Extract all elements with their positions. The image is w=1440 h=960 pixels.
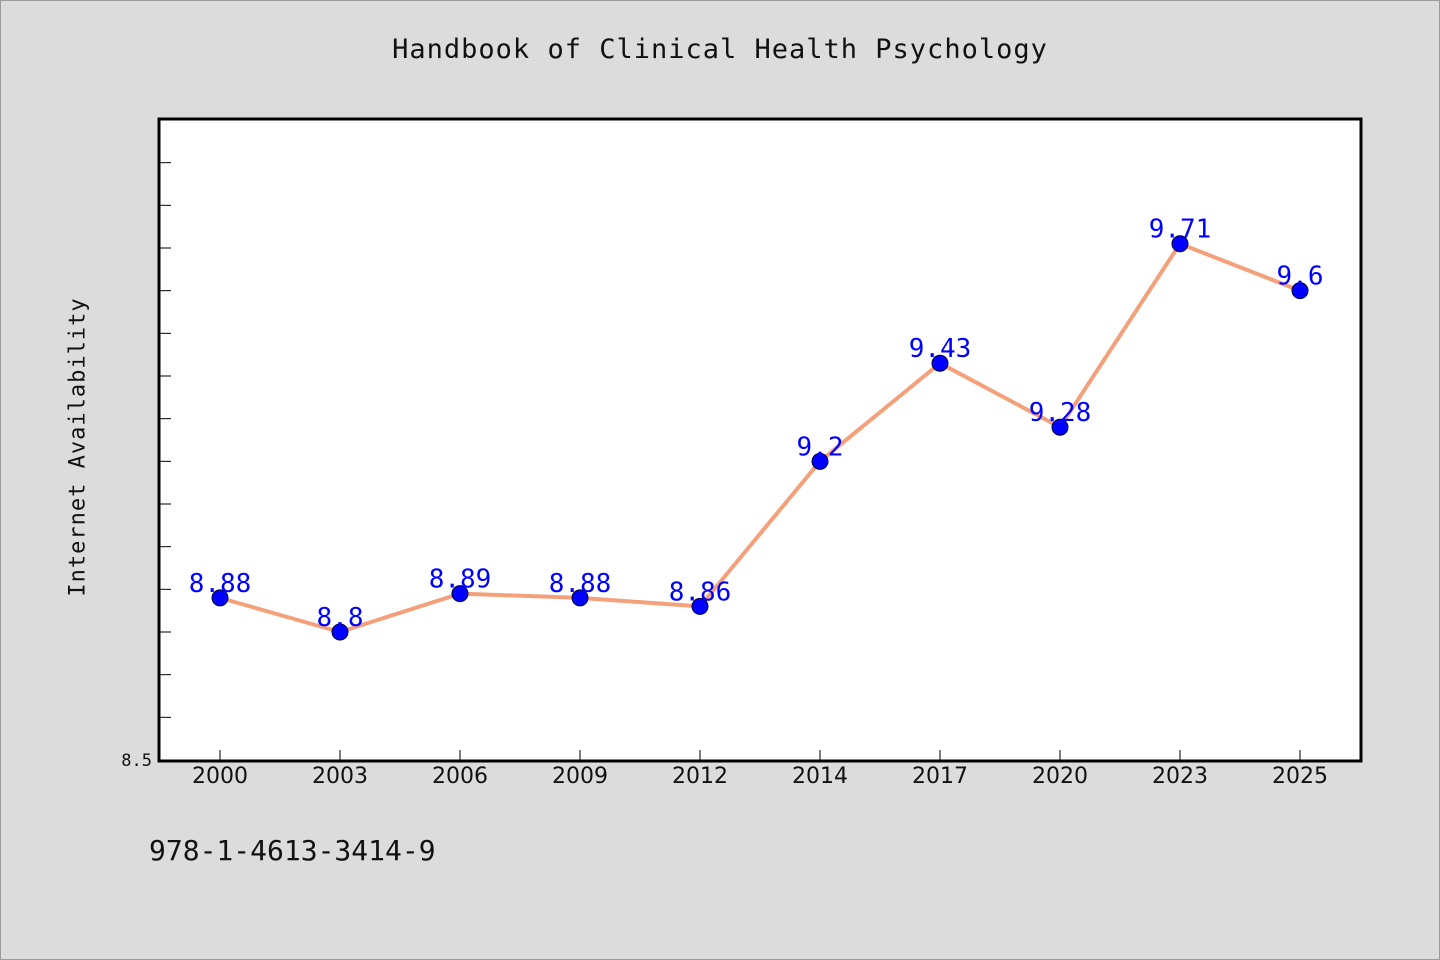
isbn-text: 978-1-4613-3414-9 [149,834,436,867]
x-tick-label: 2000 [192,764,248,789]
x-tick-label: 2023 [1152,764,1208,789]
data-label: 8.86 [669,577,732,607]
data-label: 8.8 [317,603,364,633]
y-tick-label: 8.5 [121,751,152,771]
data-label: 8.88 [189,569,252,599]
x-tick-label: 2003 [312,764,368,789]
x-tick-label: 2012 [672,764,728,789]
x-tick-label: 2025 [1272,764,1328,789]
series-markers [211,235,1309,641]
data-point [1291,282,1309,300]
plot-area [157,117,1363,763]
data-point [571,589,589,607]
data-point [1171,235,1189,253]
data-point [1051,418,1069,436]
data-label: 8.89 [429,565,492,595]
data-point [811,452,829,470]
data-point [931,354,949,372]
data-label: 9.71 [1149,215,1212,245]
series-line [219,241,1301,634]
data-label: 9.6 [1277,262,1324,292]
x-axis-ticks: 2000 2003 2006 2009 2012 2014 2017 2020 2023 2025 [192,750,1328,789]
x-tick-label: 2014 [792,764,848,789]
data-label: 8.88 [549,569,612,599]
y-axis-ticks: 8.5 [121,162,171,771]
data-point [211,589,229,607]
x-tick-label: 2009 [552,764,608,789]
data-label: 9.43 [909,334,972,364]
x-tick-label: 2006 [432,764,488,789]
x-tick-label: 2017 [912,764,968,789]
data-label: 9.2 [797,432,844,462]
data-label: 9.28 [1029,398,1092,428]
data-point [331,623,349,641]
data-point [451,585,469,603]
x-tick-label: 2020 [1032,764,1088,789]
data-point [691,597,709,615]
data-labels: 8.88 8.8 8.89 8.88 8.86 9.2 9.43 9.28 9.71 9.6 [189,215,1324,633]
chart-title: Handbook of Clinical Health Psychology [392,34,1048,65]
